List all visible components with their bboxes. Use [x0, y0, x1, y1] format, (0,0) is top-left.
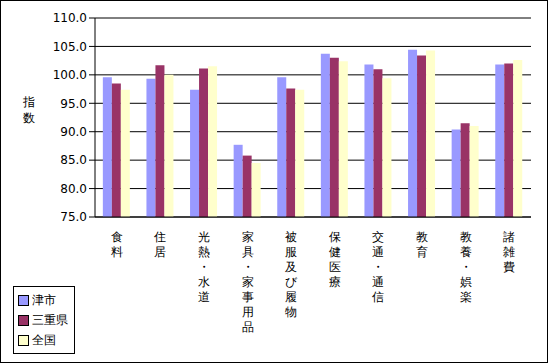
svg-text:100.0: 100.0 [53, 68, 87, 82]
svg-text:家具・家事用品: 家具・家事用品 [242, 230, 254, 334]
svg-text:指数: 指数 [22, 95, 35, 125]
svg-text:諸雑費: 諸雑費 [503, 230, 515, 274]
svg-text:85.0: 85.0 [60, 153, 87, 167]
svg-text:105.0: 105.0 [53, 40, 87, 54]
svg-text:90.0: 90.0 [60, 125, 87, 139]
svg-text:80.0: 80.0 [60, 182, 87, 196]
svg-text:食料: 食料 [111, 230, 123, 259]
svg-text:交通・通信: 交通・通信 [372, 230, 384, 304]
svg-text:95.0: 95.0 [60, 97, 87, 111]
svg-text:110.0: 110.0 [53, 11, 87, 25]
svg-text:被服及び履物: 被服及び履物 [285, 230, 298, 319]
svg-text:保健医療: 保健医療 [329, 230, 341, 289]
svg-text:教養・娯楽: 教養・娯楽 [460, 230, 472, 304]
svg-text:教育: 教育 [416, 230, 428, 259]
html-text:三重県: 三重県 [32, 312, 68, 327]
svg-text:75.0: 75.0 [60, 210, 87, 224]
svg-text:住居: 住居 [153, 230, 166, 259]
html-text:全国: 全国 [32, 332, 56, 347]
html-text:津市: 津市 [32, 292, 56, 307]
svg-text:光熱・水道: 光熱・水道 [198, 230, 210, 304]
